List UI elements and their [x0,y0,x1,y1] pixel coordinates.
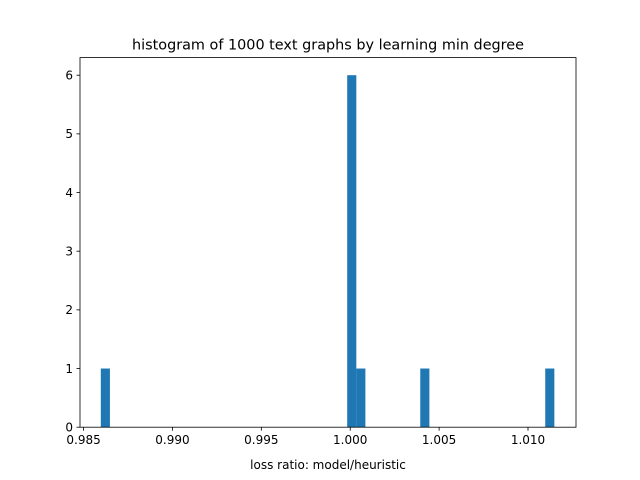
x-tick-label: 1.005 [422,433,456,447]
chart-title: histogram of 1000 text graphs by learnin… [132,38,524,54]
histogram-bar [356,368,366,428]
histogram-bar [420,368,430,428]
y-tick-label: 5 [65,127,73,141]
y-tick-label: 1 [65,362,73,376]
y-tick-label: 2 [65,303,73,317]
plot-frame [79,57,577,428]
x-axis: 0.985 0.990 0.995 1.000 1.005 1.010 [66,427,545,447]
histogram-bar [347,75,357,428]
histogram-bar [545,368,555,428]
y-axis: 0 1 2 3 4 5 6 [65,69,80,435]
x-tick-label: 0.990 [155,433,189,447]
y-tick-label: 3 [65,245,73,259]
y-tick-label: 0 [65,421,73,435]
y-tick-label: 6 [65,69,73,83]
plot-area [80,57,576,428]
bars-group [100,75,555,428]
histogram-bar [100,368,110,428]
x-tick-label: 0.985 [66,433,100,447]
x-tick-label: 0.995 [244,433,278,447]
y-tick-label: 4 [65,186,73,200]
x-tick-label: 1.010 [511,433,545,447]
x-axis-label: loss ratio: model/heuristic [250,458,406,472]
x-tick-label: 1.000 [333,433,367,447]
